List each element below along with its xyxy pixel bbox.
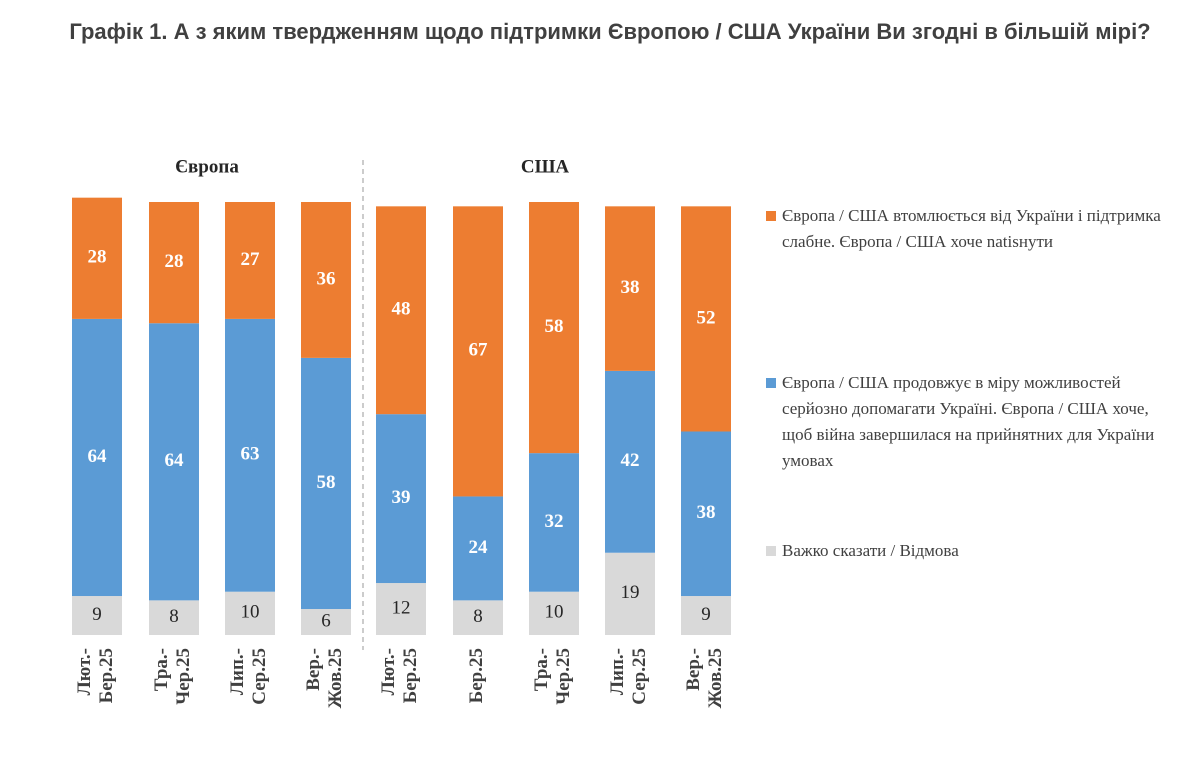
value-label: 63 xyxy=(241,444,260,465)
x-tick-label: Бер.25 xyxy=(466,648,487,703)
x-tick-label: Тра.-Чер.25 xyxy=(531,648,574,705)
group-label: Європа xyxy=(175,156,239,177)
bar-segment xyxy=(453,206,503,497)
bar-segment xyxy=(605,206,655,371)
value-label: 32 xyxy=(545,511,564,532)
bar-segment xyxy=(72,318,122,597)
value-label: 52 xyxy=(697,307,716,328)
bar-segment xyxy=(376,414,426,584)
x-tick-label: Лип.-Сер.25 xyxy=(607,648,650,705)
bar-segment xyxy=(529,453,579,592)
legend-label: Європа / США продовжує в міру можливосте… xyxy=(782,373,1155,470)
value-label: 58 xyxy=(317,472,336,493)
bar-segment xyxy=(149,323,199,601)
legend-label: Важко сказати / Відмова xyxy=(782,541,959,560)
value-label: 8 xyxy=(169,606,179,627)
bar-segment xyxy=(149,202,199,324)
legend-label: Європа / США втомлюється від України і п… xyxy=(782,206,1161,251)
value-label: 27 xyxy=(241,249,261,270)
x-tick-label: Тра.-Чер.25 xyxy=(151,648,194,705)
bar-segment xyxy=(376,206,426,415)
group-label: США xyxy=(521,156,570,177)
value-label: 36 xyxy=(317,268,336,289)
x-tick-label: Лют.-Бер.25 xyxy=(74,648,117,703)
legend-swatch xyxy=(766,546,776,556)
value-label: 9 xyxy=(92,604,102,625)
bar-segment xyxy=(529,202,579,454)
legend-entry: Європа / США втомлюється від України і п… xyxy=(766,203,1166,255)
bar-segment xyxy=(681,206,731,432)
bar-segment xyxy=(72,596,122,635)
legend-entry: Європа / США продовжує в міру можливосте… xyxy=(766,370,1166,474)
value-label: 10 xyxy=(241,602,260,623)
value-label: 28 xyxy=(88,247,107,268)
bar-segment xyxy=(225,591,275,635)
bar-segment xyxy=(225,318,275,592)
value-label: 24 xyxy=(469,537,489,558)
value-label: 6 xyxy=(321,610,331,631)
chart-title: Графік 1. А з яким твердженням щодо підт… xyxy=(69,19,1151,44)
value-label: 9 xyxy=(701,604,711,625)
bar-segment xyxy=(301,357,351,610)
bar-segment xyxy=(149,600,199,635)
bar-segment xyxy=(376,583,426,635)
bar-segment xyxy=(72,197,122,319)
value-label: 19 xyxy=(621,582,640,603)
legend-swatch xyxy=(766,378,776,388)
x-tick-label: Лип.-Сер.25 xyxy=(227,648,270,705)
bar-segment xyxy=(225,202,275,319)
value-label: 42 xyxy=(621,450,640,471)
x-tick-label: Вер.-Жов.25 xyxy=(303,648,346,708)
bar-segment xyxy=(529,591,579,635)
value-label: 39 xyxy=(392,487,411,508)
x-tick-label: Вер.-Жов.25 xyxy=(683,648,726,708)
value-label: 38 xyxy=(621,277,640,298)
value-label: 67 xyxy=(469,340,489,361)
bar-segment xyxy=(681,431,731,597)
value-label: 8 xyxy=(473,606,483,627)
bar-segment xyxy=(681,596,731,635)
value-label: 64 xyxy=(88,446,108,467)
bar-segment xyxy=(453,496,503,601)
value-label: 64 xyxy=(165,450,185,471)
value-label: 48 xyxy=(392,299,411,320)
bar-segment xyxy=(301,609,351,635)
bar-segment xyxy=(605,370,655,553)
value-label: 38 xyxy=(697,502,716,523)
value-label: 58 xyxy=(545,316,564,337)
value-label: 12 xyxy=(392,597,411,618)
bar-segment xyxy=(301,202,351,358)
legend-entry: Важко сказати / Відмова xyxy=(766,538,1166,564)
value-label: 10 xyxy=(545,602,564,623)
bar-segment xyxy=(453,600,503,635)
legend-swatch xyxy=(766,211,776,221)
value-label: 28 xyxy=(165,251,184,272)
bar-segment xyxy=(605,552,655,635)
x-tick-label: Лют.-Бер.25 xyxy=(378,648,421,703)
